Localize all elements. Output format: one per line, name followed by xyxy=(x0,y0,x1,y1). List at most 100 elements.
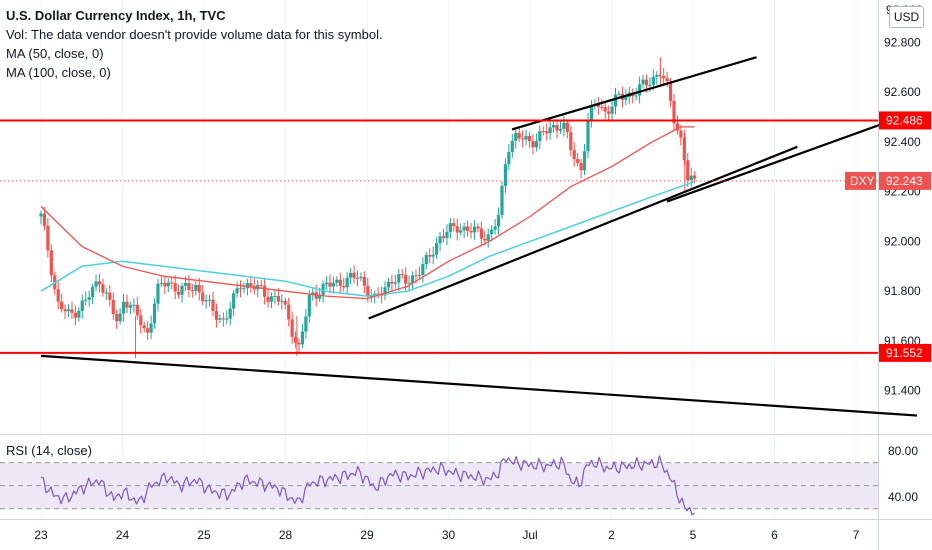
candle-body[interactable] xyxy=(80,300,84,311)
candle-body[interactable] xyxy=(77,310,81,318)
candle-body[interactable] xyxy=(390,281,394,284)
candle-body[interactable] xyxy=(589,104,594,121)
candle-body[interactable] xyxy=(87,297,91,300)
candle-body[interactable] xyxy=(462,226,466,231)
candle-body[interactable] xyxy=(644,79,649,86)
candle-body[interactable] xyxy=(689,175,693,181)
currency-button[interactable]: USD xyxy=(889,6,924,28)
candle-body[interactable] xyxy=(538,131,542,142)
candle-body[interactable] xyxy=(397,274,401,283)
candle-body[interactable] xyxy=(166,282,170,287)
candle-body[interactable] xyxy=(558,128,563,131)
candle-body[interactable] xyxy=(297,342,301,345)
candle-body[interactable] xyxy=(211,299,215,311)
candle-body[interactable] xyxy=(352,272,356,278)
candle-body[interactable] xyxy=(445,231,449,239)
candle-body[interactable] xyxy=(369,295,373,297)
candle-body[interactable] xyxy=(197,285,201,293)
candle-body[interactable] xyxy=(207,299,212,301)
legend-ma50[interactable]: MA (50, close, 0) xyxy=(6,46,104,61)
candle-body[interactable] xyxy=(359,276,363,279)
candle-body[interactable] xyxy=(404,275,408,284)
candle-body[interactable] xyxy=(524,135,528,140)
candle-body[interactable] xyxy=(565,122,569,133)
candle-body[interactable] xyxy=(472,226,477,233)
candle-body[interactable] xyxy=(194,285,198,291)
candle-body[interactable] xyxy=(49,250,53,276)
candle-body[interactable] xyxy=(225,318,229,320)
candle-body[interactable] xyxy=(190,290,194,292)
candle-body[interactable] xyxy=(362,276,366,286)
candle-body[interactable] xyxy=(214,310,219,320)
candle-body[interactable] xyxy=(510,140,514,153)
candle-body[interactable] xyxy=(242,288,246,290)
candle-body[interactable] xyxy=(245,283,250,289)
candle-body[interactable] xyxy=(63,309,67,312)
candle-body[interactable] xyxy=(183,282,188,286)
candle-body[interactable] xyxy=(91,286,95,298)
candle-body[interactable] xyxy=(132,304,136,306)
candle-body[interactable] xyxy=(448,223,452,232)
candle-body[interactable] xyxy=(386,281,391,288)
candle-body[interactable] xyxy=(125,301,129,308)
candle-body[interactable] xyxy=(610,106,614,114)
candle-body[interactable] xyxy=(582,151,587,171)
candle-body[interactable] xyxy=(603,107,607,112)
trend-line-2[interactable] xyxy=(666,120,889,203)
candle-body[interactable] xyxy=(342,285,346,288)
candle-body[interactable] xyxy=(596,104,600,107)
candle-body[interactable] xyxy=(300,331,305,345)
legend-ma100[interactable]: MA (100, close, 0) xyxy=(6,65,111,80)
candle-body[interactable] xyxy=(97,281,102,285)
candle-body[interactable] xyxy=(345,277,349,288)
candle-body[interactable] xyxy=(335,279,339,283)
candle-body[interactable] xyxy=(679,130,683,138)
candle-body[interactable] xyxy=(675,123,680,131)
candle-body[interactable] xyxy=(572,150,576,160)
candle-body[interactable] xyxy=(287,304,291,320)
candle-body[interactable] xyxy=(607,111,611,114)
candle-body[interactable] xyxy=(490,229,494,235)
trend-line-3[interactable] xyxy=(40,354,918,417)
candle-body[interactable] xyxy=(414,275,418,277)
candle-body[interactable] xyxy=(318,294,322,299)
candle-body[interactable] xyxy=(693,175,697,179)
candle-body[interactable] xyxy=(263,285,267,297)
candle-body[interactable] xyxy=(280,300,284,302)
candle-body[interactable] xyxy=(407,282,411,284)
legend-rsi[interactable]: RSI (14, close) xyxy=(6,443,92,458)
candle-body[interactable] xyxy=(486,234,490,241)
legend-volume[interactable]: Vol: The data vendor doesn't provide vol… xyxy=(6,27,383,42)
candle-body[interactable] xyxy=(586,120,590,152)
candle-body[interactable] xyxy=(115,314,119,322)
candle-body[interactable] xyxy=(665,78,669,82)
candle-body[interactable] xyxy=(293,336,298,343)
candle-body[interactable] xyxy=(46,225,50,251)
candle-body[interactable] xyxy=(500,185,504,216)
candle-body[interactable] xyxy=(283,300,287,305)
candle-body[interactable] xyxy=(128,305,133,308)
candle-body[interactable] xyxy=(111,299,115,315)
candle-body[interactable] xyxy=(452,223,456,227)
candle-body[interactable] xyxy=(503,164,508,186)
candle-body[interactable] xyxy=(534,141,538,148)
candle-body[interactable] xyxy=(648,84,652,86)
candle-body[interactable] xyxy=(551,124,556,128)
candle-body[interactable] xyxy=(383,287,387,296)
candle-body[interactable] xyxy=(545,131,549,134)
candle-body[interactable] xyxy=(173,283,177,292)
candle-body[interactable] xyxy=(235,288,239,294)
candle-body[interactable] xyxy=(465,226,470,231)
candle-body[interactable] xyxy=(672,100,676,124)
candle-body[interactable] xyxy=(579,162,583,171)
candle-body[interactable] xyxy=(256,284,260,290)
candle-body[interactable] xyxy=(668,81,673,101)
candle-body[interactable] xyxy=(221,318,225,320)
candle-body[interactable] xyxy=(417,274,422,276)
candle-body[interactable] xyxy=(156,283,160,304)
candle-body[interactable] xyxy=(479,228,483,239)
candle-body[interactable] xyxy=(455,226,459,233)
candle-body[interactable] xyxy=(469,230,473,233)
candle-body[interactable] xyxy=(651,76,655,85)
candle-body[interactable] xyxy=(355,277,360,279)
